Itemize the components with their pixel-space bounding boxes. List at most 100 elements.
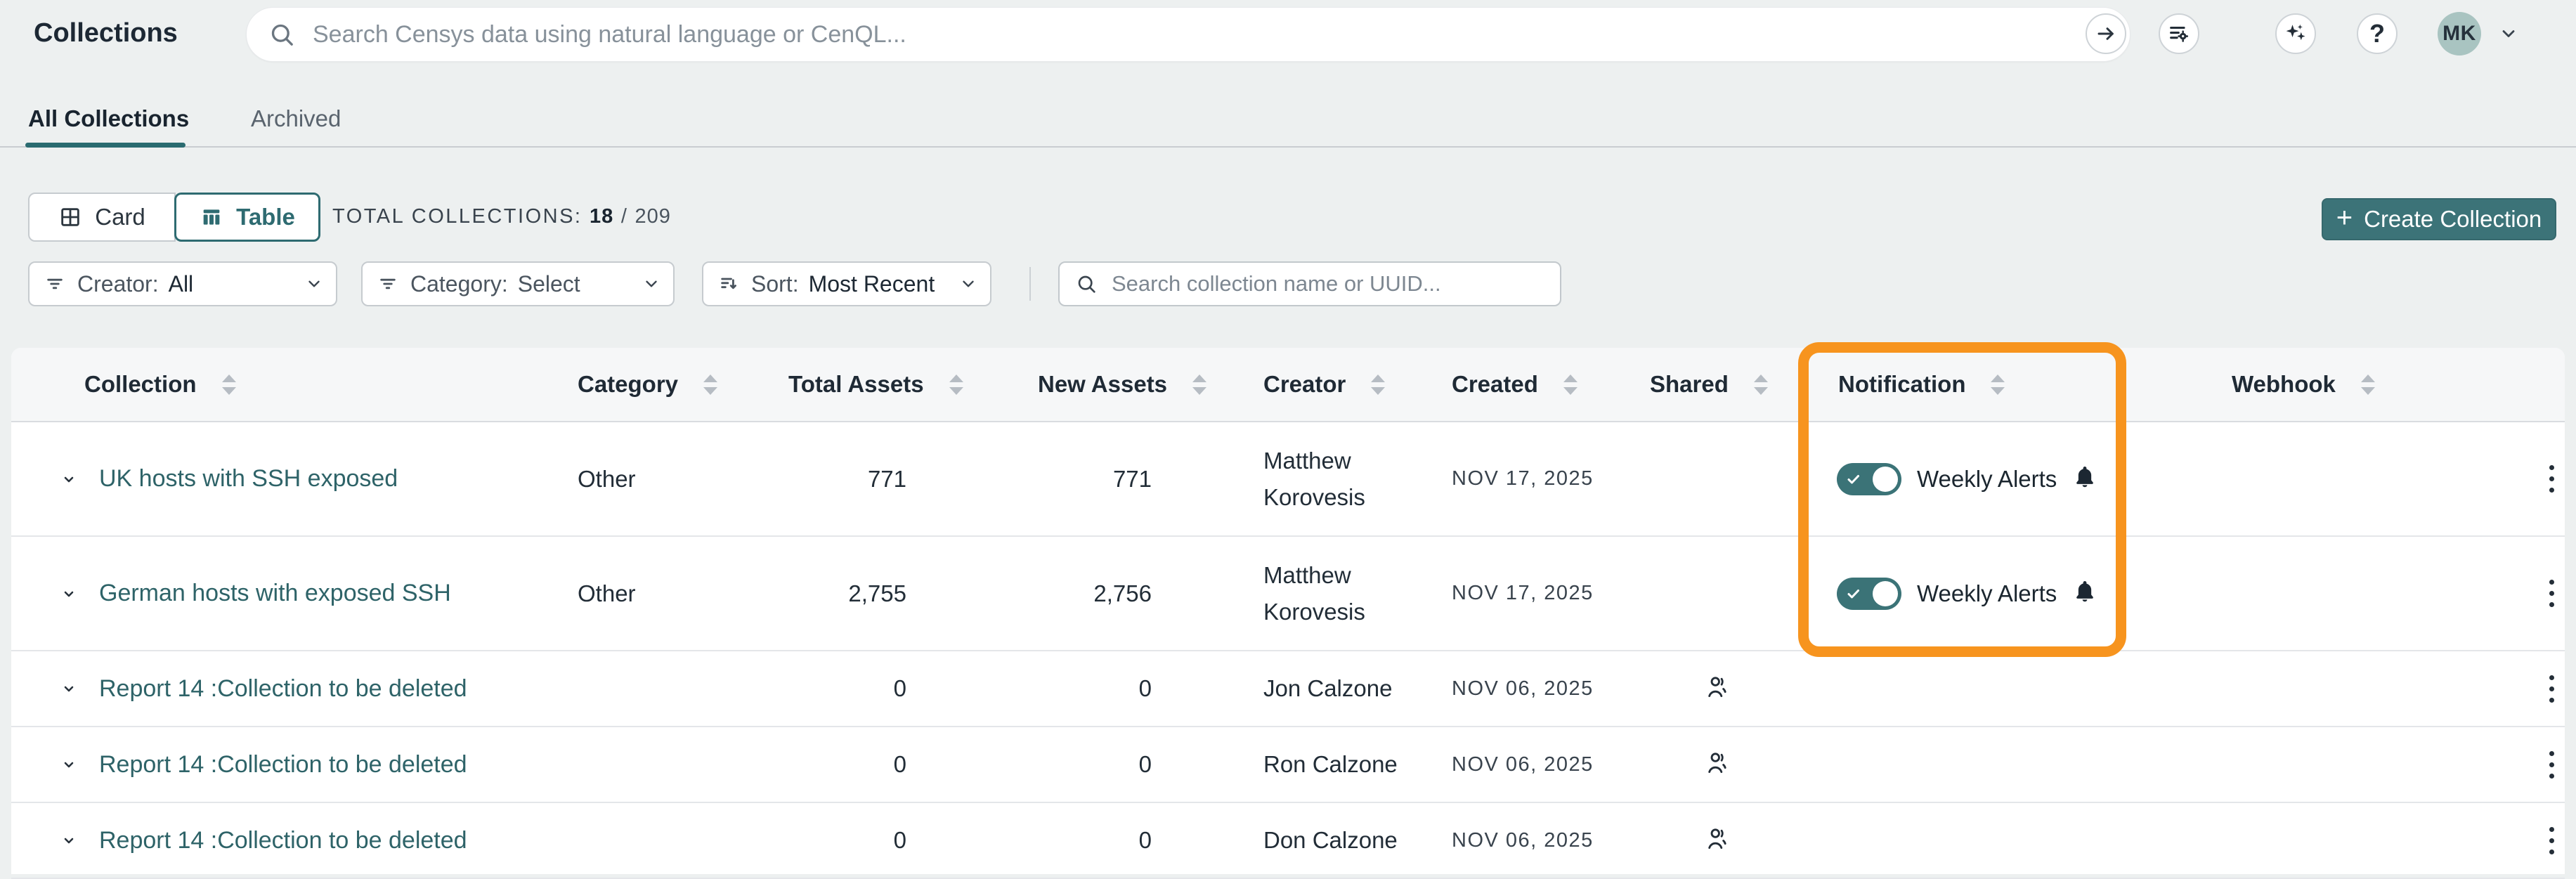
card-view-label: Card bbox=[95, 204, 145, 230]
row-expand-caret[interactable] bbox=[60, 537, 89, 650]
collection-name-link[interactable]: German hosts with exposed SSH bbox=[99, 580, 451, 606]
total-collections-separator: / bbox=[620, 205, 627, 228]
table-header: Collection Category Total Assets New Ass… bbox=[11, 348, 2565, 422]
table-row: Report 14 :Collection to be deleted 0 0 … bbox=[11, 803, 2565, 879]
sort-arrows bbox=[1991, 374, 2005, 395]
tab-archived[interactable]: Archived bbox=[251, 105, 341, 131]
query-settings-icon bbox=[2170, 26, 2189, 42]
webhook-cell bbox=[2232, 537, 2442, 650]
row-expand-caret-icon bbox=[64, 762, 74, 768]
query-settings-button[interactable] bbox=[2159, 13, 2199, 54]
creator-filter-label: Creator: bbox=[77, 271, 159, 297]
notification-label: Weekly Alerts bbox=[1917, 465, 2057, 492]
notification-label: Weekly Alerts bbox=[1917, 580, 2057, 606]
ai-sparkles-icon bbox=[2286, 24, 2305, 41]
created-date: NOV 17, 2025 bbox=[1452, 467, 1594, 490]
collection-name-link[interactable]: Report 14 :Collection to be deleted bbox=[99, 675, 467, 702]
notification-toggle[interactable] bbox=[1837, 462, 1901, 495]
shared-user-icon bbox=[1705, 674, 1732, 704]
creator-value: Ron Calzone bbox=[1263, 751, 1398, 778]
new-assets-value: 771 bbox=[1112, 465, 1152, 492]
create-collection-label: Create Collection bbox=[2364, 206, 2542, 232]
bell-icon bbox=[2072, 579, 2097, 608]
create-collection-button[interactable]: + Create Collection bbox=[2322, 198, 2556, 240]
sort-arrows bbox=[1563, 374, 1578, 395]
page-title: Collections bbox=[34, 18, 178, 48]
sort-label: Sort: bbox=[751, 271, 799, 297]
collection-name-link[interactable]: UK hosts with SSH exposed bbox=[99, 465, 398, 492]
submit-arrow-icon bbox=[2097, 27, 2114, 40]
total-assets-value: 771 bbox=[867, 465, 906, 492]
row-menu-kebab-icon[interactable] bbox=[2545, 747, 2558, 783]
row-menu-kebab-icon[interactable] bbox=[2545, 823, 2558, 859]
creator-value: Matthew Korovesis bbox=[1263, 448, 1365, 510]
active-tab-underline bbox=[25, 143, 186, 148]
collection-search[interactable] bbox=[1058, 261, 1561, 306]
total-collections: TOTAL COLLECTIONS: 18 / 209 bbox=[332, 205, 671, 228]
table-row: Report 14 :Collection to be deleted 0 0 … bbox=[11, 727, 2565, 803]
creator-filter-value: All bbox=[168, 271, 194, 297]
total-assets-value: 0 bbox=[893, 675, 906, 701]
column-header-collection[interactable]: Collection bbox=[84, 348, 236, 421]
row-menu-kebab-icon[interactable] bbox=[2545, 461, 2558, 497]
table-row: German hosts with exposed SSH Other 2,75… bbox=[11, 537, 2565, 651]
toggle-knob bbox=[1873, 580, 1898, 606]
new-assets-value: 0 bbox=[1138, 675, 1152, 701]
sort-dropdown[interactable]: Sort: Most Recent bbox=[702, 261, 991, 306]
column-header-category[interactable]: Category bbox=[578, 348, 718, 421]
new-assets-value: 0 bbox=[1138, 751, 1152, 777]
category-filter-dropdown[interactable]: Category: Select bbox=[361, 261, 675, 306]
row-menu-kebab-icon[interactable] bbox=[2545, 575, 2558, 611]
tab-all-collections[interactable]: All Collections bbox=[28, 105, 190, 131]
collection-name-link[interactable]: Report 14 :Collection to be deleted bbox=[99, 750, 467, 778]
category-value: Other bbox=[578, 580, 636, 606]
row-menu-kebab-icon[interactable] bbox=[2545, 671, 2558, 707]
new-assets-value: 2,756 bbox=[1093, 580, 1152, 606]
chevron-down-icon bbox=[959, 275, 977, 293]
search-submit-button[interactable] bbox=[2086, 13, 2126, 54]
row-expand-caret[interactable] bbox=[60, 803, 89, 878]
created-date: NOV 17, 2025 bbox=[1452, 582, 1594, 604]
total-collections-max: 209 bbox=[635, 205, 671, 228]
ai-assistant-button[interactable] bbox=[2275, 13, 2316, 54]
plus-icon: + bbox=[2336, 202, 2353, 233]
view-toggle-table[interactable]: Table bbox=[174, 193, 320, 242]
creator-filter-dropdown[interactable]: Creator: All bbox=[28, 261, 337, 306]
help-icon: ? bbox=[2369, 19, 2385, 48]
filter-icon bbox=[45, 274, 65, 294]
collection-name-link[interactable]: Report 14 :Collection to be deleted bbox=[99, 826, 467, 854]
column-header-creator[interactable]: Creator bbox=[1263, 348, 1386, 421]
column-header-total-assets[interactable]: Total Assets bbox=[788, 348, 963, 421]
created-date: NOV 06, 2025 bbox=[1452, 828, 1594, 852]
column-header-webhook[interactable]: Webhook bbox=[2232, 348, 2375, 421]
table-body: UK hosts with SSH exposed Other 771 771 … bbox=[11, 422, 2565, 879]
help-button[interactable]: ? bbox=[2357, 13, 2398, 54]
notification-control: Weekly Alerts bbox=[1837, 462, 2097, 495]
check-icon bbox=[1845, 471, 1862, 488]
check-icon bbox=[1845, 585, 1862, 602]
row-expand-caret[interactable] bbox=[60, 651, 89, 726]
sort-arrows bbox=[1753, 374, 1768, 395]
sort-value: Most Recent bbox=[808, 271, 935, 297]
column-header-created[interactable]: Created bbox=[1452, 348, 1578, 421]
chevron-down-icon bbox=[305, 275, 323, 293]
row-expand-caret[interactable] bbox=[60, 727, 89, 802]
collection-search-input[interactable] bbox=[1110, 271, 1549, 297]
account-menu-button[interactable] bbox=[2499, 24, 2518, 47]
column-header-new-assets[interactable]: New Assets bbox=[1038, 348, 1207, 421]
row-expand-caret[interactable] bbox=[60, 422, 89, 535]
avatar[interactable]: MK bbox=[2438, 12, 2481, 56]
global-search-input[interactable] bbox=[311, 20, 2067, 49]
notification-toggle[interactable] bbox=[1837, 577, 1901, 610]
table-view-label: Table bbox=[236, 204, 295, 230]
global-search-bar[interactable] bbox=[246, 7, 2131, 62]
column-header-shared[interactable]: Shared bbox=[1650, 348, 1768, 421]
view-toggle-card[interactable]: Card bbox=[28, 193, 176, 242]
toggle-knob bbox=[1873, 466, 1898, 492]
total-assets-value: 0 bbox=[893, 751, 906, 777]
row-expand-caret-icon bbox=[64, 686, 74, 692]
notification-control: Weekly Alerts bbox=[1837, 577, 2097, 610]
column-header-notification[interactable]: Notification bbox=[1838, 348, 2005, 421]
collections-table: Collection Category Total Assets New Ass… bbox=[11, 348, 2565, 879]
webhook-cell bbox=[2232, 803, 2442, 878]
